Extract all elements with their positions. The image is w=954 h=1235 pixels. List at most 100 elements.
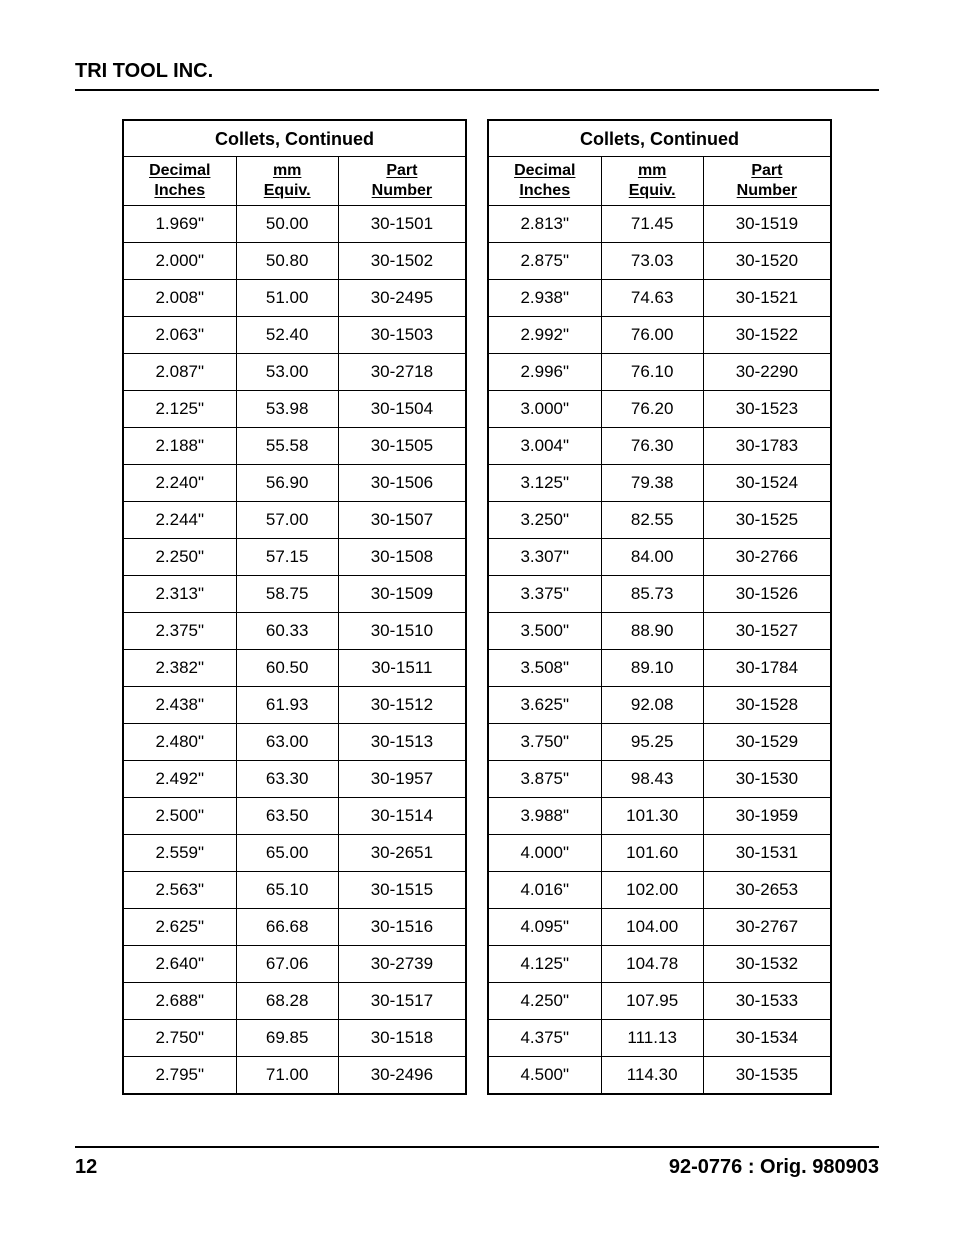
table-row: 2.382"60.5030-1511	[124, 650, 465, 687]
document-reference: 92-0776 : Orig. 980903	[669, 1156, 879, 1179]
table-row: 2.063"52.4030-1503	[124, 317, 465, 354]
cell-mm: 61.93	[237, 687, 339, 723]
table-row: 2.087"53.0030-2718	[124, 354, 465, 391]
table-row: 3.988"101.3030-1959	[489, 798, 830, 835]
cell-mm: 63.00	[237, 724, 339, 760]
table-header-row: DecimalInches mmEquiv. PartNumber	[489, 157, 830, 206]
cell-mm: 63.50	[237, 798, 339, 834]
cell-mm: 84.00	[602, 539, 704, 575]
cell-decimal: 1.969"	[124, 206, 237, 242]
cell-decimal: 2.244"	[124, 502, 237, 538]
cell-decimal: 2.000"	[124, 243, 237, 279]
cell-part: 30-1531	[704, 835, 830, 871]
table-row: 2.244"57.0030-1507	[124, 502, 465, 539]
table-title: Collets, Continued	[489, 121, 830, 157]
table-row: 4.250"107.9530-1533	[489, 983, 830, 1020]
table-row: 4.125"104.7830-1532	[489, 946, 830, 983]
cell-decimal: 3.375"	[489, 576, 602, 612]
cell-decimal: 2.500"	[124, 798, 237, 834]
cell-mm: 66.68	[237, 909, 339, 945]
table-row: 3.125"79.3830-1524	[489, 465, 830, 502]
col-header-part: PartNumber	[704, 157, 830, 205]
table-row: 2.750"69.8530-1518	[124, 1020, 465, 1057]
cell-part: 30-2766	[704, 539, 830, 575]
table-row: 2.000"50.8030-1502	[124, 243, 465, 280]
cell-part: 30-1505	[339, 428, 465, 464]
cell-part: 30-1532	[704, 946, 830, 982]
cell-mm: 74.63	[602, 280, 704, 316]
cell-part: 30-1528	[704, 687, 830, 723]
cell-part: 30-1504	[339, 391, 465, 427]
table-row: 2.813"71.4530-1519	[489, 206, 830, 243]
cell-decimal: 4.500"	[489, 1057, 602, 1093]
cell-part: 30-2739	[339, 946, 465, 982]
cell-decimal: 3.307"	[489, 539, 602, 575]
cell-decimal: 3.750"	[489, 724, 602, 760]
table-title: Collets, Continued	[124, 121, 465, 157]
cell-part: 30-1511	[339, 650, 465, 686]
cell-decimal: 2.938"	[489, 280, 602, 316]
cell-part: 30-1513	[339, 724, 465, 760]
table-row: 3.750"95.2530-1529	[489, 724, 830, 761]
cell-part: 30-1959	[704, 798, 830, 834]
cell-mm: 82.55	[602, 502, 704, 538]
table-row: 3.375"85.7330-1526	[489, 576, 830, 613]
table-row: 2.240"56.9030-1506	[124, 465, 465, 502]
cell-decimal: 2.795"	[124, 1057, 237, 1093]
cell-decimal: 3.988"	[489, 798, 602, 834]
cell-decimal: 4.016"	[489, 872, 602, 908]
cell-mm: 71.00	[237, 1057, 339, 1093]
tables-container: Collets, Continued DecimalInches mmEquiv…	[75, 119, 879, 1095]
table-row: 3.004"76.3030-1783	[489, 428, 830, 465]
cell-decimal: 2.250"	[124, 539, 237, 575]
cell-mm: 57.00	[237, 502, 339, 538]
cell-mm: 53.00	[237, 354, 339, 390]
cell-part: 30-1514	[339, 798, 465, 834]
cell-mm: 68.28	[237, 983, 339, 1019]
cell-decimal: 2.750"	[124, 1020, 237, 1056]
cell-mm: 69.85	[237, 1020, 339, 1056]
col-header-mm: mmEquiv.	[237, 157, 339, 205]
col-header-mm: mmEquiv.	[602, 157, 704, 205]
cell-decimal: 3.625"	[489, 687, 602, 723]
cell-decimal: 3.500"	[489, 613, 602, 649]
cell-mm: 104.00	[602, 909, 704, 945]
table-row: 2.563"65.1030-1515	[124, 872, 465, 909]
cell-part: 30-1507	[339, 502, 465, 538]
cell-part: 30-1503	[339, 317, 465, 353]
cell-mm: 58.75	[237, 576, 339, 612]
cell-decimal: 2.996"	[489, 354, 602, 390]
table-row: 1.969"50.0030-1501	[124, 206, 465, 243]
table-row: 2.795"71.0030-2496	[124, 1057, 465, 1093]
cell-mm: 76.00	[602, 317, 704, 353]
cell-mm: 114.30	[602, 1057, 704, 1093]
cell-mm: 88.90	[602, 613, 704, 649]
cell-decimal: 2.559"	[124, 835, 237, 871]
cell-decimal: 2.625"	[124, 909, 237, 945]
cell-decimal: 2.087"	[124, 354, 237, 390]
cell-decimal: 2.480"	[124, 724, 237, 760]
table-row: 2.996"76.1030-2290	[489, 354, 830, 391]
cell-decimal: 2.875"	[489, 243, 602, 279]
cell-mm: 76.10	[602, 354, 704, 390]
table-row: 2.500"63.5030-1514	[124, 798, 465, 835]
cell-mm: 79.38	[602, 465, 704, 501]
table-row: 4.500"114.3030-1535	[489, 1057, 830, 1093]
table-body: 2.813"71.4530-15192.875"73.0330-15202.93…	[489, 206, 830, 1093]
cell-decimal: 4.375"	[489, 1020, 602, 1056]
cell-mm: 50.00	[237, 206, 339, 242]
cell-mm: 65.10	[237, 872, 339, 908]
table-row: 3.250"82.5530-1525	[489, 502, 830, 539]
cell-mm: 60.33	[237, 613, 339, 649]
cell-part: 30-1509	[339, 576, 465, 612]
cell-mm: 76.30	[602, 428, 704, 464]
cell-mm: 65.00	[237, 835, 339, 871]
cell-decimal: 3.004"	[489, 428, 602, 464]
cell-decimal: 3.250"	[489, 502, 602, 538]
cell-mm: 89.10	[602, 650, 704, 686]
cell-part: 30-1518	[339, 1020, 465, 1056]
cell-mm: 57.15	[237, 539, 339, 575]
table-row: 2.992"76.0030-1522	[489, 317, 830, 354]
cell-part: 30-1525	[704, 502, 830, 538]
cell-decimal: 4.000"	[489, 835, 602, 871]
